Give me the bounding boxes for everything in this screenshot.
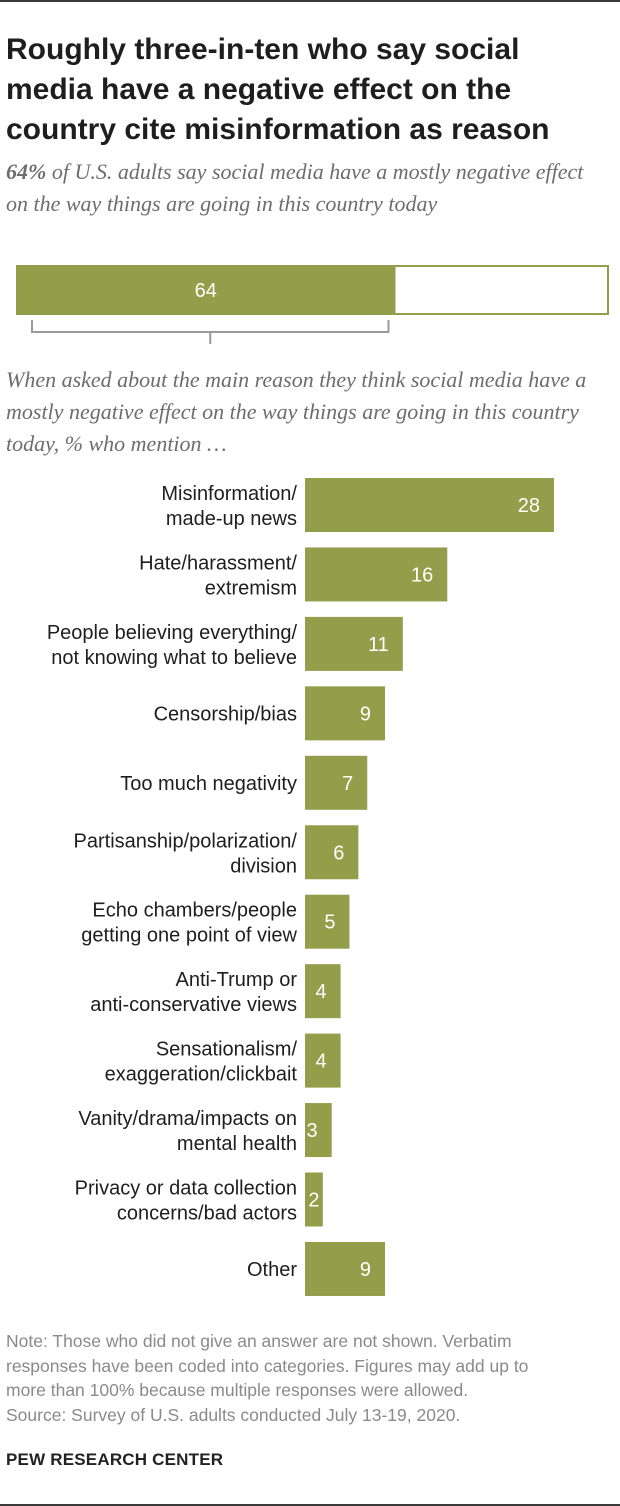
category-label: Anti-Trump or anti-conservative views: [90, 969, 297, 1016]
category-label-line: exaggeration/clickbait: [105, 1064, 298, 1086]
bar: [305, 1033, 341, 1088]
category-label-line: Echo chambers/people: [92, 900, 297, 922]
bar-value-label: 28: [518, 495, 540, 517]
category-label-line: concerns/bad actors: [117, 1203, 297, 1225]
brand-logo: PEW RESEARCH CENTER: [6, 1450, 224, 1469]
category-label-line: Other: [247, 1259, 297, 1281]
category-label-line: getting one point of view: [81, 925, 297, 947]
chart-subtitle: 64% of U.S. adults say social media have…: [6, 156, 606, 220]
category-label: Hate/harassment/extremism: [139, 552, 297, 599]
category-label-line: Censorship/bias: [154, 703, 297, 725]
bar: [305, 478, 554, 532]
subtitle-text: of U.S. adults say social media have a m…: [6, 159, 584, 216]
bar-value-label: 3: [307, 1120, 318, 1142]
category-label: Partisanship/polarization/division: [74, 830, 298, 877]
note-line: more than 100% because multiple response…: [6, 1380, 469, 1400]
category-label-line: Misinformation/: [161, 483, 297, 505]
category-label-line: Hate/harassment/: [139, 552, 297, 574]
category-label-line: Vanity/drama/impacts on: [78, 1108, 297, 1130]
bar-value-label: 4: [315, 1051, 326, 1073]
bar-value-label: 9: [360, 1259, 371, 1281]
bottom-rule: [0, 1504, 620, 1506]
category-label-line: anti-conservative views: [90, 994, 297, 1016]
bar: [305, 825, 359, 880]
category-label-line: division: [230, 855, 297, 877]
bar: [305, 616, 403, 671]
note-line: responses have been coded into categorie…: [6, 1355, 529, 1376]
bar: [305, 894, 350, 949]
category-label-line: Sensationalism/: [156, 1039, 298, 1061]
summary-bar-fill: [16, 265, 396, 315]
bar-value-label: 6: [333, 842, 344, 864]
category-label: Misinformation/made-up news: [161, 483, 297, 530]
bar: [305, 1103, 332, 1158]
top-rule: [0, 0, 620, 2]
subtitle-emphasis: 64%: [6, 159, 47, 184]
bar-value-label: 9: [360, 703, 371, 725]
bar-value-label: 4: [315, 981, 326, 1003]
category-label: Other: [247, 1259, 297, 1281]
bar-value-label: 5: [324, 912, 335, 934]
category-label-line: Anti-Trump or: [175, 969, 297, 991]
category-label-line: People believing everything/: [47, 622, 298, 644]
bar-value-label: 7: [342, 773, 353, 795]
bar: [305, 686, 386, 741]
bar: [305, 547, 448, 602]
category-label-line: extremism: [205, 577, 297, 599]
category-label-line: made-up news: [166, 508, 297, 530]
category-label: Vanity/drama/impacts on mental health: [78, 1108, 297, 1155]
category-label-line: Partisanship/polarization/: [74, 830, 298, 852]
category-label-line: Too much negativity: [120, 773, 297, 795]
category-label: People believing everything/not knowing …: [47, 622, 298, 669]
category-label: Censorship/bias: [154, 703, 297, 725]
summary-bracket: [31, 320, 390, 344]
bar-value-label: 16: [411, 564, 433, 586]
category-label: Too much negativity: [120, 773, 297, 795]
category-label: Privacy or data collection concerns/bad a…: [75, 1178, 297, 1225]
category-label-line: mental health: [177, 1133, 297, 1155]
source-line: Source: Survey of U.S. adults conducted …: [6, 1404, 461, 1425]
bar: [305, 1241, 386, 1296]
category-label-line: Privacy or data collection: [75, 1178, 297, 1200]
note-line: Note: Those who did not give an answer a…: [6, 1331, 512, 1351]
category-label-line: not knowing what to believe: [51, 647, 297, 669]
category-label: Echo chambers/people getting one point of…: [81, 900, 297, 947]
category-label: Sensationalism/exaggeration/clickbait: [105, 1039, 298, 1086]
chart-note: Note: Those who did not give an answer a…: [6, 1329, 606, 1427]
bar: [305, 755, 368, 810]
bar-value-label: 2: [308, 1190, 319, 1212]
chart-title: Roughly three-in-ten who say social medi…: [6, 33, 550, 146]
bar: [305, 964, 341, 1019]
bar-value-label: 11: [368, 634, 389, 656]
question-text: When asked about the main reason they th…: [6, 367, 587, 456]
bar: [305, 1172, 323, 1227]
summary-bar-label: 64: [195, 280, 217, 302]
